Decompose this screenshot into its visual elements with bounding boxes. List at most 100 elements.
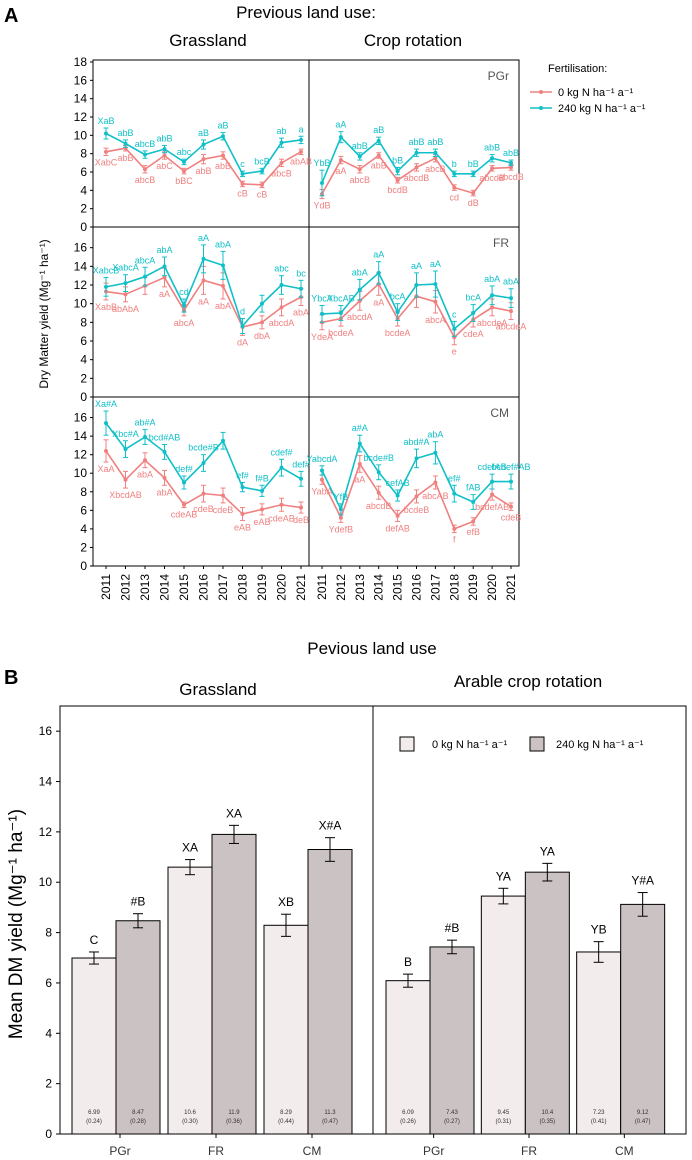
panel-b-col-crop: Arable crop rotation (454, 672, 602, 691)
data-point-0n (490, 492, 495, 497)
data-point-240n (162, 264, 167, 269)
bar-grassland-pgr-0n (71, 957, 117, 1135)
data-point-240n (433, 150, 438, 155)
significance-label-240n: abB (352, 141, 368, 151)
significance-label-240n: Xa#A (95, 399, 117, 409)
bar-value-label: 10.6 (184, 1110, 196, 1116)
significance-label-240n: abcA (135, 255, 156, 265)
y-tick-label: 14 (39, 775, 53, 789)
significance-label-0n: e (452, 347, 457, 357)
x-tick-label: 2018 (447, 574, 461, 601)
panel-b-col-grassland: Grassland (179, 680, 256, 699)
significance-label-240n: cdefAB (478, 462, 507, 472)
significance-label-0n: YdB (313, 201, 330, 211)
significance-label-0n: abAbA (112, 304, 139, 314)
significance-letter: Y#A (631, 874, 654, 888)
data-point-0n (240, 512, 245, 517)
data-point-0n (260, 507, 264, 512)
significance-label-0n: cB (237, 189, 248, 199)
bar-error-label: (0.35) (539, 1119, 555, 1125)
data-point-240n (299, 286, 303, 291)
bar-grassland-fr-240n (211, 833, 257, 1135)
bar-value-label: 7.23 (593, 1110, 605, 1116)
x-tick-label: 2012 (334, 574, 348, 601)
data-point-0n (201, 157, 206, 162)
data-point-0n (182, 169, 186, 174)
significance-label-0n: XbcdAB (109, 490, 142, 500)
data-point-240n (471, 311, 476, 315)
significance-label-240n: bcdef#AB (491, 462, 530, 472)
data-point-240n (320, 311, 324, 316)
significance-label-0n: efB (466, 527, 480, 537)
significance-label-240n: YbB (313, 158, 330, 168)
bar-error-label: (0.24) (86, 1119, 102, 1125)
subplot-PGr-crop-rotation: PGrYdBaAabcBabBbcdBabcdBabcBcddBabcdBabc… (313, 69, 523, 211)
legend-swatch-0n (399, 736, 415, 752)
bar-error-label: (0.26) (400, 1119, 416, 1125)
bar-arable-crop-rotation-cm-0n (576, 951, 622, 1135)
data-point-0n (376, 153, 381, 158)
x-tick-label: 2021 (294, 574, 308, 601)
data-point-0n (279, 502, 284, 507)
bar-error-label: (0.36) (226, 1119, 242, 1125)
significance-label-0n: bcdefAB (475, 502, 509, 512)
significance-label-0n: eAB (234, 523, 251, 533)
data-point-240n (395, 493, 400, 498)
significance-label-240n: bc (296, 268, 306, 278)
y-tick-label: 12 (39, 825, 53, 839)
significance-label-240n: abc (274, 264, 289, 274)
bar-error-label: (0.47) (322, 1119, 338, 1125)
data-point-0n (414, 165, 419, 170)
bar-error-label: (0.31) (495, 1119, 511, 1125)
x-category-label: FR (208, 1144, 224, 1158)
bar-error-label: (0.44) (278, 1119, 294, 1125)
significance-label-240n: bcB (254, 156, 270, 166)
data-point-240n (182, 303, 186, 308)
significance-label-0n: abA (137, 470, 153, 480)
data-point-240n (338, 311, 343, 315)
significance-label-0n: cdeB (501, 512, 522, 522)
data-point-0n (299, 505, 303, 510)
data-point-240n (320, 181, 324, 185)
significance-label-240n: d (240, 307, 245, 317)
significance-label-0n: abB (117, 153, 133, 163)
significance-label-240n: YbcAB (327, 294, 355, 304)
panel-a-ylabel: Dry Matter yield (Mg⁻¹ ha⁻¹) (37, 239, 51, 388)
bar-arable-crop-rotation-pgr-240n (429, 946, 475, 1135)
significance-label-0n: YdeA (311, 332, 333, 342)
data-point-240n (260, 301, 264, 306)
significance-label-0n: cdeA (463, 329, 484, 339)
significance-label-240n: abA (215, 239, 231, 249)
significance-label-0n: cdeAB (171, 510, 198, 520)
y-tick-label: 16 (74, 73, 88, 87)
data-point-240n (414, 456, 419, 461)
data-point-240n (490, 293, 495, 298)
legend-swatch-240n (529, 736, 545, 752)
significance-label-0n: abcdeA (477, 318, 508, 328)
data-point-240n (260, 488, 264, 493)
data-point-0n (162, 153, 167, 158)
data-point-240n (490, 479, 495, 484)
y-tick-label: 0 (80, 390, 87, 404)
significance-label-240n: bB (392, 155, 403, 165)
data-point-240n (104, 284, 108, 289)
significance-label-0n: XabC (95, 158, 118, 168)
subplot-CM-crop-rotation: CM 2011 2012 2013 2014 2015 2016 2017 2018 2019 20… (307, 406, 531, 601)
bar-grassland-cm-240n (307, 849, 353, 1135)
data-point-240n (357, 441, 362, 446)
data-point-0n (260, 182, 264, 187)
panel-b-label: B (4, 667, 18, 689)
data-point-0n (221, 153, 225, 158)
significance-label-0n: dB (468, 198, 479, 208)
bar-error-label: (0.41) (591, 1119, 607, 1125)
data-point-240n (123, 281, 128, 286)
y-tick-label: 10 (39, 875, 53, 889)
bar-grassland-pgr-240n (115, 920, 161, 1135)
significance-letter: #B (445, 921, 460, 935)
x-tick-label: 2021 (504, 574, 518, 601)
legend-marker-240n (539, 106, 543, 110)
y-tick-label: 8 (45, 926, 52, 940)
x-tick-label: 2013 (353, 574, 367, 601)
bar-arable-crop-rotation-fr-240n (524, 871, 570, 1135)
data-point-240n (320, 468, 324, 473)
